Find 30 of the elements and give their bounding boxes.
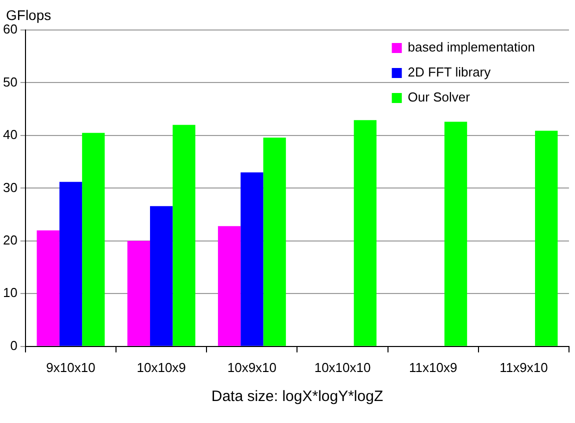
bar <box>150 206 173 346</box>
y-axis-title: GFlops <box>6 6 52 23</box>
bar <box>263 138 286 346</box>
legend-label: Our Solver <box>408 90 471 105</box>
x-tick-label: 10x10x9 <box>136 360 186 375</box>
y-tick-label: 30 <box>2 180 18 195</box>
x-axis-title: Data size: logX*logY*logZ <box>211 388 384 406</box>
x-tick-label: 11x9x10 <box>500 360 548 375</box>
y-tick-label: 20 <box>2 232 18 248</box>
bar <box>218 226 241 346</box>
y-tick-label: 10 <box>2 285 18 300</box>
y-tick-label: 40 <box>2 127 18 142</box>
y-tick-label: 60 <box>2 22 18 37</box>
bar <box>444 122 468 346</box>
bar <box>59 182 82 346</box>
bar <box>36 230 60 346</box>
bar <box>535 130 558 346</box>
bar <box>172 124 196 346</box>
x-tick-label: 11x10x9 <box>409 360 458 375</box>
bar <box>354 120 376 346</box>
y-tick-label: 50 <box>2 74 18 90</box>
legend-label: based implementation <box>408 40 536 55</box>
bar <box>82 132 105 346</box>
y-tick-label: 0 <box>10 338 18 353</box>
x-tick-label: 10x10x10 <box>314 360 371 375</box>
legend-label: 2D FFT library <box>408 64 492 80</box>
x-tick-label: 9x10x10 <box>46 360 96 375</box>
bar <box>240 172 264 346</box>
bar <box>127 240 150 346</box>
x-tick-label: 10x9x10 <box>227 360 277 375</box>
